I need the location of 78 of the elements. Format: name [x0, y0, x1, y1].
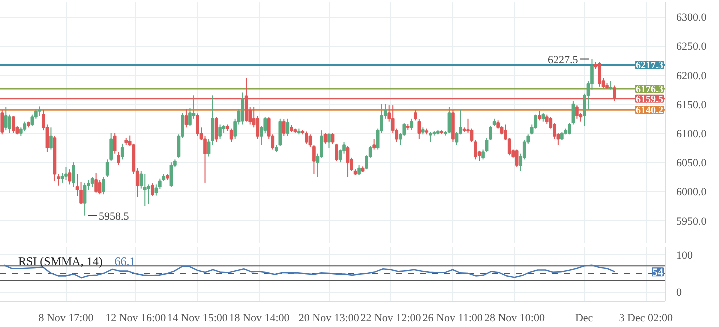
x-tick-label: Dec: [575, 312, 594, 324]
x-tick-label: 8 Nov 17:00: [38, 312, 94, 324]
annotation: 6227.5: [548, 54, 579, 66]
candlestick: [572, 100, 576, 126]
candlestick: [64, 166, 68, 181]
candlestick: [538, 110, 542, 122]
x-tick-label: 18 Nov 14:00: [229, 312, 290, 324]
candlestick: [50, 127, 53, 150]
x-tick-label: 22 Nov 12:00: [360, 312, 422, 324]
y-tick-label: 6050.0: [676, 158, 708, 170]
candlestick: [68, 169, 72, 186]
candlestick: [113, 132, 117, 154]
candlestick: [196, 113, 200, 137]
x-tick-label: 28 Nov 10:00: [484, 312, 546, 324]
candlestick: [278, 118, 282, 147]
candlestick: [230, 128, 234, 143]
candlestick: [170, 162, 174, 188]
candlestick: [83, 182, 87, 216]
ref-line-label: 6159.5: [636, 94, 664, 106]
candlestick: [410, 118, 414, 130]
y-tick-label: 6200.0: [676, 70, 708, 82]
candlestick: [241, 92, 244, 126]
candlestick: [143, 174, 147, 207]
candlestick: [358, 164, 361, 176]
candlestick: [346, 146, 350, 178]
y-tick-label: 0: [676, 287, 682, 300]
y-tick-label: 6100.0: [676, 128, 708, 140]
y-tick-label: 6000.0: [676, 186, 708, 199]
candlestick: [0, 110, 4, 136]
candlestick: [324, 132, 328, 144]
candlestick: [328, 132, 331, 149]
candlestick: [38, 106, 42, 117]
text: RSI (SMMA, 14): [18, 254, 103, 268]
candlestick: [120, 143, 124, 160]
candlestick: [94, 172, 98, 194]
candlestick: [335, 143, 338, 162]
candlestick: [448, 106, 452, 134]
x-tick-label: 14 Nov 15:00: [167, 312, 228, 324]
candlestick: [90, 176, 94, 188]
ref-line-label: 6217.3: [636, 60, 664, 72]
x-tick-label: 12 Nov 16:00: [106, 312, 167, 324]
candlestick: [331, 132, 335, 144]
candlestick: [372, 138, 376, 150]
y-tick-label: 100: [676, 250, 694, 262]
y-tick-label: 6150.0: [676, 99, 708, 112]
candlestick: [576, 105, 579, 120]
candlestick: [4, 106, 8, 132]
candlestick: [305, 131, 308, 144]
candlestick: [414, 110, 418, 122]
candlestick: [286, 118, 290, 137]
candlestick: [72, 162, 76, 188]
candlestick: [545, 114, 549, 125]
candlestick: [184, 108, 188, 128]
y-tick-label: 6250.0: [676, 41, 708, 54]
candlestick: [150, 183, 154, 197]
candlestick: [102, 176, 106, 196]
candlestick: [598, 62, 602, 88]
x-tick-label: 20 Nov 13:00: [298, 312, 360, 324]
candlestick: [214, 116, 218, 143]
candlestick: [429, 132, 432, 143]
annotation: 54: [652, 267, 664, 280]
y-tick-label: 5950.0: [676, 216, 708, 228]
candlestick: [418, 119, 422, 140]
candlestick: [568, 122, 572, 136]
text: 66.1: [114, 254, 136, 268]
x-tick-label: 3 Dec 02:00: [619, 312, 674, 324]
candlestick: [12, 116, 16, 134]
candlestick: [218, 124, 222, 140]
x-tick-label: 26 Nov 11:00: [422, 312, 484, 324]
ref-line-label: 6140.2: [636, 106, 664, 117]
candlestick: [282, 119, 286, 137]
candlestick: [117, 152, 121, 166]
candlestick: [474, 140, 478, 160]
candlestick: [515, 149, 519, 168]
annotation: 5958.5: [99, 210, 130, 223]
ref-line-label: 6176.3: [636, 84, 664, 96]
candlestick: [23, 121, 27, 132]
y-tick-label: 6300.0: [676, 12, 708, 24]
